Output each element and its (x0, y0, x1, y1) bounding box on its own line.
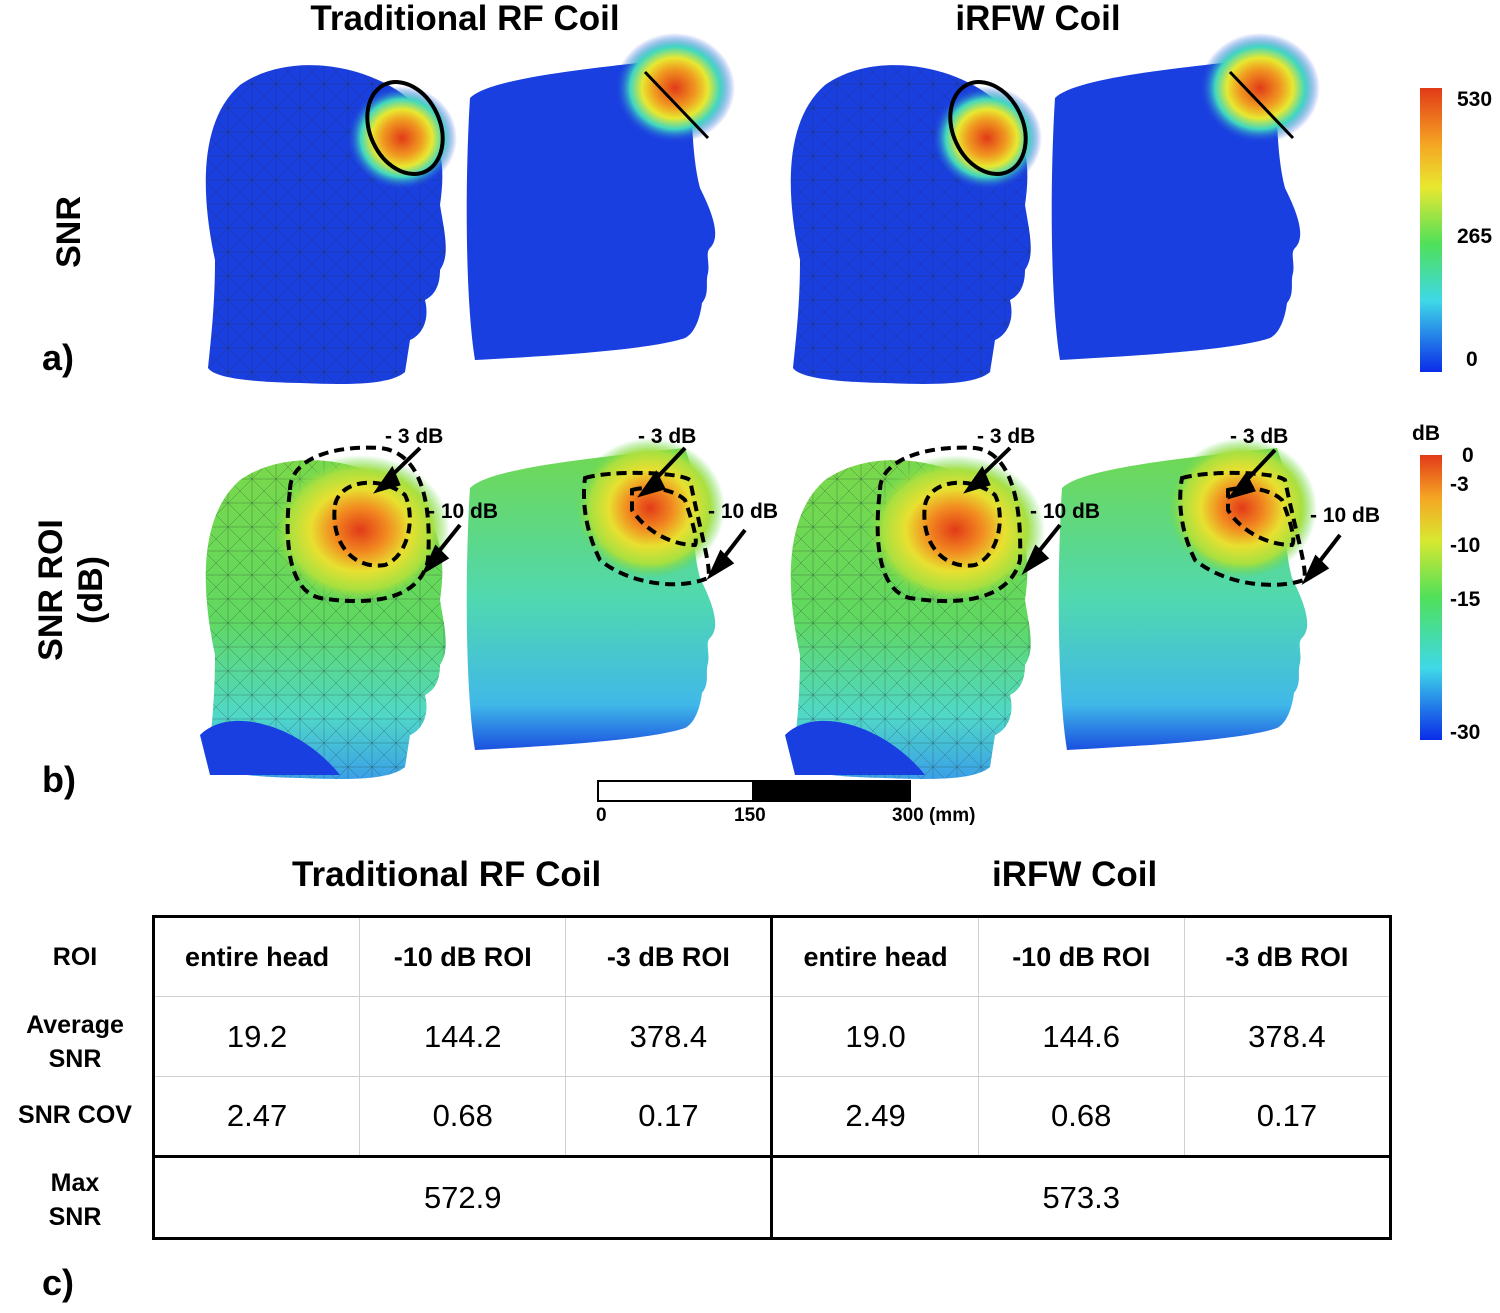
header-cell: -3 dB ROI (1183, 916, 1392, 997)
roi-3db-contour-traditional-flat (630, 486, 698, 548)
row-label-average-line1: Average (26, 1011, 124, 1039)
row-label-average-line2: SNR (48, 1045, 102, 1073)
colorbar-snr-tick-max: 530 (1457, 88, 1492, 111)
header-cell: entire head (152, 916, 361, 997)
db-traditional-flat-head (466, 438, 725, 750)
row-label-max-snr: Max SNR (0, 1166, 150, 1234)
coil-line-traditional (643, 70, 710, 140)
colorbar-db (1420, 455, 1442, 740)
table-cell: 0.68 (359, 1076, 567, 1157)
annotation-3db-irfw-flat: - 3 dB (1230, 425, 1288, 448)
table-row-snr-cov: 2.47 0.68 0.17 2.49 0.68 0.17 (152, 1076, 1392, 1157)
row-label-snr-roi-unit: (dB) (72, 556, 110, 624)
row-label-roi: ROI (52, 943, 98, 971)
annotation-10db-irfw: - 10 dB (1030, 500, 1100, 523)
roi-3db-contour-irfw (922, 480, 1002, 568)
colorbar-db-tick-10: -10 (1450, 534, 1480, 557)
row-label-snr-roi: SNR ROI (32, 519, 70, 661)
snr-traditional-mesh-head (205, 65, 457, 384)
table-cell: 19.2 (152, 996, 361, 1077)
annotation-10db-traditional: - 10 dB (428, 500, 498, 523)
scale-bar (597, 780, 911, 802)
header-cell: entire head (771, 916, 979, 997)
roi-3db-contour-irfw-flat (1226, 486, 1296, 548)
table-cell: 0.17 (565, 1076, 774, 1157)
row-label-average-snr: Average SNR (0, 1008, 150, 1076)
table-cell: 19.0 (771, 996, 979, 1077)
table-cell: 144.2 (359, 996, 567, 1077)
figure-graphics: Traditional RF Coil iRFW Coil SNR SNR RO… (32, 0, 1492, 826)
table-title-irfw: iRFW Coil (992, 855, 1158, 894)
results-table: entire head -10 dB ROI -3 dB ROI entire … (152, 915, 1392, 1240)
header-cell: -10 dB ROI (977, 916, 1185, 997)
header-cell: -3 dB ROI (565, 916, 774, 997)
colorbar-snr-tick-min: 0 (1466, 348, 1478, 371)
colorbar-db-tick-30: -30 (1450, 721, 1480, 744)
roi-10db-contour-traditional (285, 445, 431, 604)
panel-label-a: a) (42, 337, 74, 378)
colorbar-db-unit: dB (1412, 422, 1440, 445)
db-irfw-flat-head (1058, 438, 1317, 750)
colorbar-db-tick-3: -3 (1450, 473, 1469, 496)
table-cell: 2.47 (152, 1076, 361, 1157)
snr-irfw-flat-head (1051, 33, 1320, 360)
table-title-traditional: Traditional RF Coil (292, 855, 602, 894)
annotation-10db-irfw-flat: - 10 dB (1310, 504, 1380, 527)
panel-label-b: b) (42, 759, 76, 800)
annotation-10db-traditional-flat: - 10 dB (708, 500, 778, 523)
annotation-arrows (373, 446, 1342, 586)
roi-circle-irfw (948, 80, 1028, 176)
table-row-average-snr: 19.2 144.2 378.4 19.0 144.6 378.4 (152, 996, 1392, 1077)
annotation-3db-irfw: - 3 dB (977, 425, 1035, 448)
table-cell-max-traditional: 572.9 (152, 1155, 774, 1239)
roi-10db-contour-traditional-flat (581, 470, 711, 587)
table-cell: 0.17 (1183, 1076, 1392, 1157)
snr-traditional-flat-head (466, 33, 735, 360)
scale-tick-150: 150 (734, 805, 766, 826)
row-label-snr: SNR (50, 196, 88, 268)
colorbar-snr-tick-mid: 265 (1457, 225, 1492, 248)
table-row-max-snr: 572.9 573.3 (152, 1155, 1391, 1239)
annotation-3db-traditional: - 3 dB (385, 425, 443, 448)
title-traditional: Traditional RF Coil (310, 0, 619, 38)
snr-irfw-mesh-head (790, 65, 1042, 384)
row-label-max-line2: SNR (48, 1203, 102, 1231)
colorbar-db-tick-15: -15 (1450, 588, 1481, 611)
table-row-roi: entire head -10 dB ROI -3 dB ROI entire … (152, 916, 1392, 997)
colorbar-db-tick-0: 0 (1462, 444, 1474, 467)
coil-line-irfw (1228, 70, 1295, 140)
title-irfw: iRFW Coil (955, 0, 1120, 38)
scale-tick-300: 300 (mm) (892, 805, 975, 826)
roi-10db-contour-irfw (875, 445, 1023, 604)
db-traditional-mesh-head (200, 455, 450, 779)
table-cell: 0.68 (977, 1076, 1185, 1157)
annotation-3db-traditional-flat: - 3 dB (638, 425, 696, 448)
table-cell: 144.6 (977, 996, 1185, 1077)
row-label-snr-cov: SNR COV (18, 1101, 132, 1129)
table-cell: 378.4 (565, 996, 774, 1077)
table-cell: 378.4 (1183, 996, 1392, 1077)
roi-circle-traditional (365, 80, 445, 176)
roi-10db-contour-irfw-flat (1178, 470, 1307, 587)
colorbar-snr (1420, 88, 1442, 372)
table-cell: 2.49 (771, 1076, 979, 1157)
panel-label-c: c) (42, 1262, 75, 1303)
table-cell-max-irfw: 573.3 (771, 1155, 1391, 1239)
header-cell: -10 dB ROI (359, 916, 567, 997)
row-label-max-line1: Max (50, 1169, 100, 1197)
db-irfw-mesh-head (785, 455, 1045, 779)
roi-3db-contour-traditional (332, 480, 412, 568)
scale-tick-0: 0 (596, 805, 607, 826)
